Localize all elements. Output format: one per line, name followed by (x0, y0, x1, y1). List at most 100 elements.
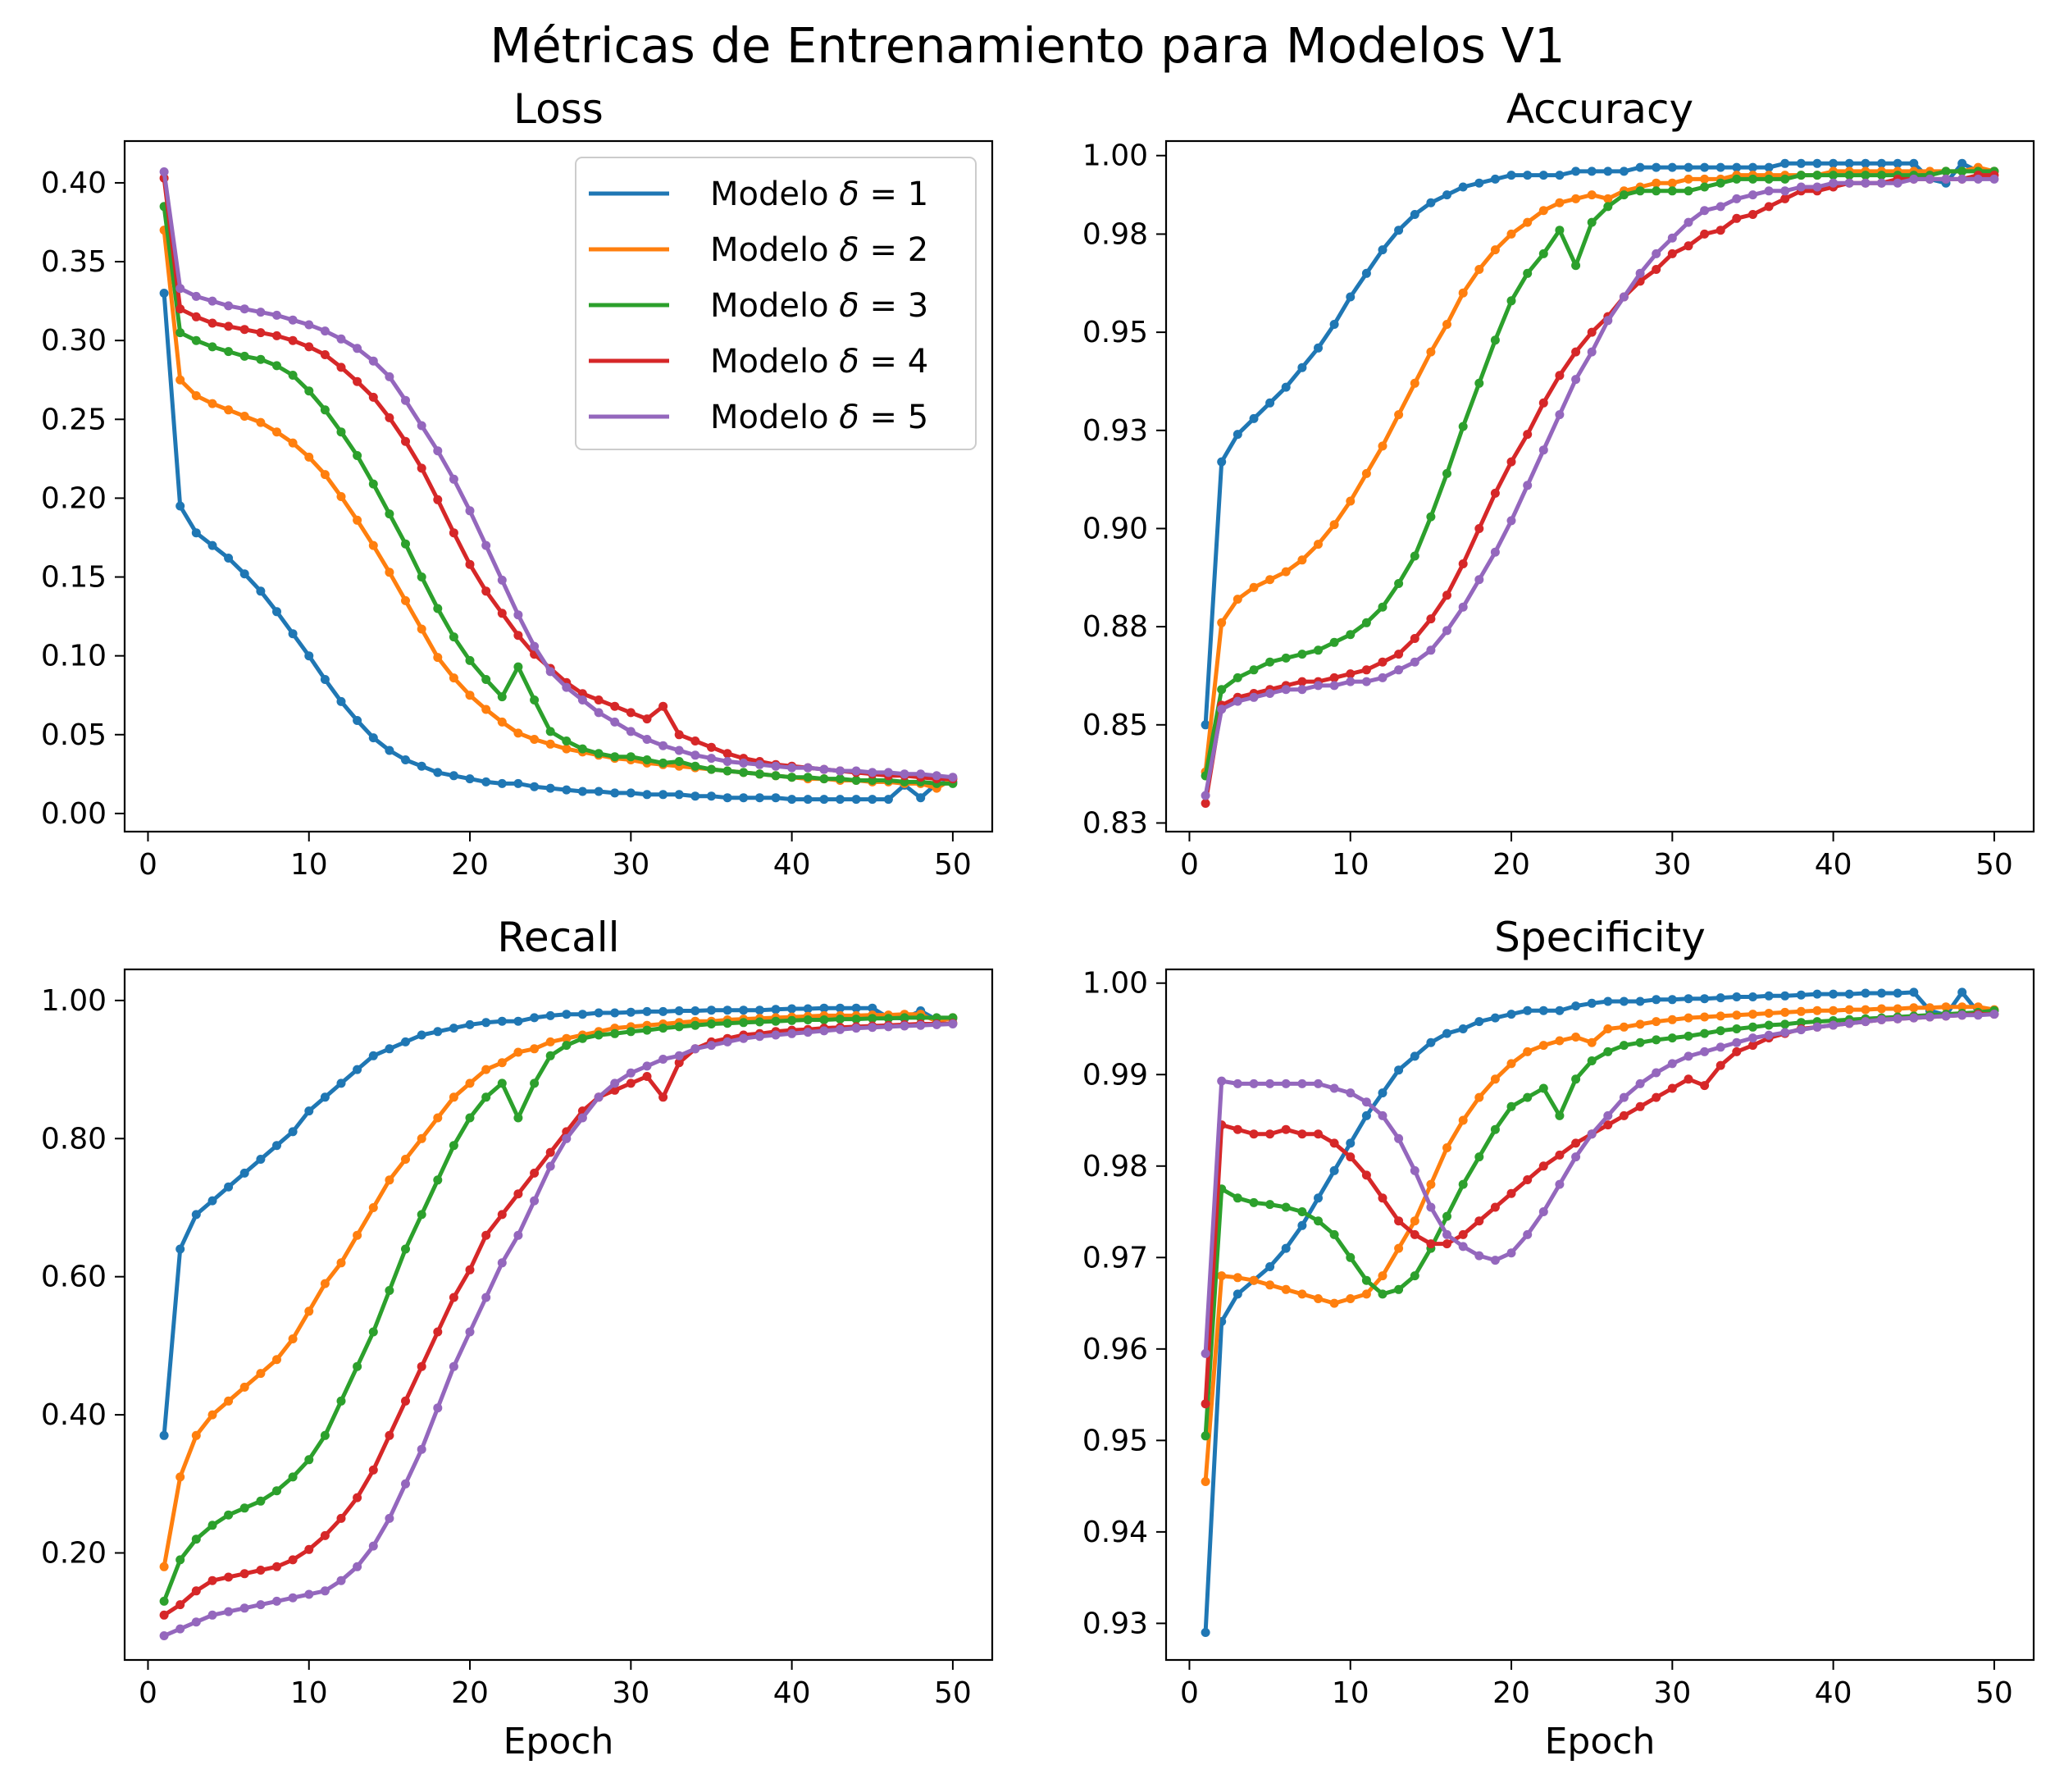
data-point (288, 1334, 298, 1343)
data-point (1700, 1046, 1710, 1056)
data-point (1265, 1262, 1275, 1271)
data-point (449, 1024, 458, 1033)
data-point (1410, 1165, 1419, 1175)
data-point (1812, 182, 1822, 192)
data-point (1555, 226, 1565, 235)
data-point (1619, 166, 1629, 176)
subplot-loss: Loss 0 10 20 30 40 50 0.00 0.05 0.10 0.15 0.20 0.25 0… (41, 85, 994, 882)
data-point (1829, 1005, 1839, 1015)
data-point (1652, 186, 1661, 196)
data-point (1523, 217, 1533, 227)
data-point (1652, 1017, 1661, 1027)
data-point (401, 1479, 410, 1489)
data-point (594, 695, 604, 704)
data-point (368, 1203, 378, 1212)
data-point (207, 296, 217, 306)
data-point (851, 1015, 861, 1024)
data-point (674, 790, 684, 800)
data-point (1474, 1017, 1484, 1027)
data-point (1378, 673, 1387, 682)
data-point (739, 1005, 749, 1015)
data-point (1603, 194, 1613, 203)
data-point (1555, 410, 1565, 420)
data-point (1474, 1216, 1484, 1226)
y-tick-label: 1.00 (1082, 967, 1148, 1001)
data-point (272, 361, 281, 371)
data-point (256, 328, 266, 338)
y-tick-label: 0.85 (1082, 709, 1148, 742)
data-point (1635, 1101, 1645, 1111)
data-point (1796, 990, 1806, 1000)
data-point (1249, 1197, 1259, 1207)
data-point (224, 321, 234, 331)
data-point (465, 774, 475, 784)
data-point (1361, 1110, 1371, 1120)
x-tick-label: 20 (1492, 1676, 1530, 1710)
data-point (1201, 1399, 1210, 1409)
data-point (787, 773, 797, 782)
data-point (1201, 799, 1210, 808)
data-point (1796, 182, 1806, 192)
data-point (1716, 993, 1725, 1003)
data-point (1635, 1078, 1645, 1088)
data-point (707, 1005, 716, 1015)
data-point (1346, 1152, 1356, 1162)
data-point (1361, 677, 1371, 686)
data-point (1587, 190, 1597, 200)
series-3 (1201, 166, 1999, 781)
data-point (1829, 171, 1839, 180)
data-point (1957, 987, 1967, 997)
data-point (1555, 171, 1565, 180)
data-point (1233, 430, 1242, 440)
x-tick-label: 30 (1653, 1676, 1691, 1710)
data-point (513, 610, 523, 620)
data-point (1410, 210, 1419, 219)
data-point (1893, 1014, 1902, 1024)
data-point (1265, 1078, 1275, 1088)
data-point (1667, 1083, 1677, 1093)
data-point (465, 1019, 475, 1029)
data-point (1829, 158, 1839, 168)
data-point (1297, 1289, 1307, 1299)
data-point (1458, 1024, 1468, 1033)
data-point (610, 788, 620, 798)
data-point (1233, 673, 1242, 682)
data-point (1378, 1289, 1387, 1299)
data-point (851, 795, 861, 805)
data-point (336, 363, 346, 372)
data-point (577, 1033, 587, 1043)
data-point (658, 758, 668, 768)
data-point (771, 771, 781, 781)
data-point (1249, 582, 1259, 592)
data-point (754, 793, 764, 803)
data-point (288, 1593, 298, 1603)
subplot-title: Specificity (1494, 914, 1706, 961)
data-point (1684, 1074, 1693, 1084)
data-point (353, 344, 362, 353)
data-point (1844, 158, 1854, 168)
data-point (224, 1607, 234, 1616)
data-point (739, 758, 749, 768)
data-point (1523, 1092, 1533, 1102)
data-point (1442, 626, 1451, 636)
data-point (1748, 1022, 1757, 1032)
data-point (1861, 1005, 1870, 1015)
data-point (239, 412, 249, 421)
data-point (1329, 681, 1339, 691)
data-point (353, 1230, 362, 1240)
data-point (1587, 217, 1597, 227)
y-tick-label: 0.80 (41, 1122, 107, 1156)
data-point (336, 1396, 346, 1406)
data-point (1233, 595, 1242, 604)
data-point (1652, 995, 1661, 1005)
data-point (1346, 1088, 1356, 1098)
data-point (1410, 551, 1419, 561)
y-tick-label: 0.20 (41, 1536, 107, 1570)
data-point (883, 768, 893, 777)
data-point (417, 421, 426, 431)
data-point (497, 1058, 507, 1068)
data-point (1329, 1083, 1339, 1093)
data-point (1426, 614, 1436, 624)
data-point (1957, 174, 1967, 184)
